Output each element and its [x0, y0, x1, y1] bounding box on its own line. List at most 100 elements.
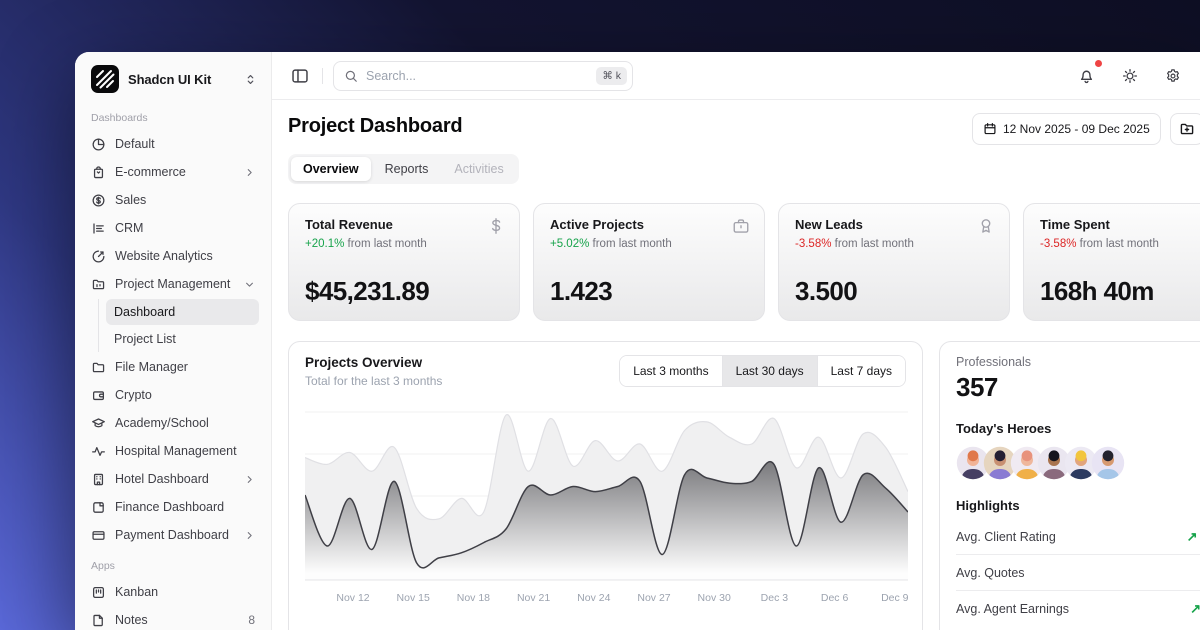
sidebar-item-default[interactable]: Default: [83, 130, 263, 158]
kpi-card-active-projects: Active Projects+5.02% from last month1.4…: [533, 203, 765, 321]
svg-text:Dec 3: Dec 3: [761, 592, 789, 604]
search-icon: [344, 69, 358, 83]
chevrons-up-down-icon: [244, 73, 257, 86]
topbar-divider: [322, 68, 323, 84]
sidebar-item-notes[interactable]: Notes8: [83, 606, 263, 630]
svg-text:Nov 27: Nov 27: [637, 592, 670, 604]
sidebar-item-label: Project Management: [115, 277, 230, 291]
dollar-circle-icon: [91, 193, 106, 208]
app-window: Shadcn UI Kit DashboardsDefaultE-commerc…: [75, 52, 1200, 630]
projects-overview-card: Projects Overview Total for the last 3 m…: [288, 341, 923, 630]
date-range-button[interactable]: 12 Nov 2025 - 09 Dec 2025: [972, 113, 1161, 145]
note-icon: [91, 613, 106, 628]
award-icon: [977, 217, 995, 235]
chevron-right-icon: [244, 474, 255, 485]
sidebar-item-crm[interactable]: CRM: [83, 214, 263, 242]
export-button[interactable]: [1170, 113, 1200, 145]
sidebar-item-e-commerce[interactable]: E-commerce: [83, 158, 263, 186]
svg-text:Nov 18: Nov 18: [457, 592, 490, 604]
chart-title: Projects Overview: [305, 355, 442, 370]
sidebar-subitem-project-list[interactable]: Project List: [106, 326, 259, 352]
sidebar-subtree: DashboardProject List: [98, 299, 259, 352]
bell-icon: [1078, 67, 1095, 84]
sidebar-item-label: Website Analytics: [115, 249, 213, 263]
sidebar-subitem-dashboard[interactable]: Dashboard: [106, 299, 259, 325]
gear-icon: [1165, 68, 1181, 84]
sidebar-item-crypto[interactable]: Crypto: [83, 381, 263, 409]
sidebar: Shadcn UI Kit DashboardsDefaultE-commerc…: [75, 52, 272, 630]
svg-text:Dec 9: Dec 9: [881, 592, 908, 604]
kanban-icon: [91, 585, 106, 600]
sidebar-item-finance-dashboard[interactable]: Finance Dashboard: [83, 493, 263, 521]
highlights-list: Avg. Client Rating↗7.Avg. Quotes↘Avg. Ag…: [956, 519, 1200, 626]
range-button-last-3-months[interactable]: Last 3 months: [620, 356, 721, 386]
notifications-button[interactable]: [1075, 64, 1098, 87]
sidebar-item-label: Notes: [115, 613, 148, 627]
sidebar-item-hospital-management[interactable]: Hospital Management: [83, 437, 263, 465]
search-icon: [344, 69, 358, 83]
sidebar-toggle-button[interactable]: [288, 64, 312, 88]
sidebar-item-label: Default: [115, 137, 155, 151]
sidebar-item-label: Sales: [115, 193, 146, 207]
heroes-avatars: [956, 446, 1200, 480]
team-card: Professionals 357 Today's Heroes Highlig…: [939, 341, 1200, 630]
pie-chart-icon: [91, 137, 106, 152]
hero-avatar: [1091, 446, 1125, 480]
sidebar-item-payment-dashboard[interactable]: Payment Dashboard: [83, 521, 263, 549]
sidebar-item-file-manager[interactable]: File Manager: [83, 353, 263, 381]
kpi-value: 1.423: [550, 276, 612, 307]
theme-toggle-button[interactable]: [1119, 65, 1141, 87]
highlight-label: Avg. Agent Earnings: [956, 602, 1069, 616]
sidebar-item-label: Hotel Dashboard: [115, 472, 209, 486]
kpi-value: 3.500: [795, 276, 857, 307]
tab-activities[interactable]: Activities: [442, 157, 515, 181]
svg-text:Nov 24: Nov 24: [577, 592, 610, 604]
page-content: Project Dashboard 12 Nov 2025 - 09 Dec 2…: [272, 100, 1200, 630]
search-placeholder: Search...: [366, 69, 588, 83]
professionals-label: Professionals: [956, 355, 1200, 369]
svg-text:Nov 15: Nov 15: [397, 592, 430, 604]
highlights-title: Highlights: [956, 498, 1200, 513]
range-button-last-30-days[interactable]: Last 30 days: [722, 356, 817, 386]
brand-logo-icon: [91, 65, 119, 93]
tab-overview[interactable]: Overview: [291, 157, 371, 181]
calendar-icon: [983, 122, 997, 136]
kpi-delta: +20.1% from last month: [305, 238, 503, 250]
sidebar-item-kanban[interactable]: Kanban: [83, 578, 263, 606]
sidebar-item-label: Kanban: [115, 585, 158, 599]
activity-icon: [91, 444, 106, 459]
kpi-title: Total Revenue: [305, 217, 503, 232]
kpi-delta: +5.02% from last month: [550, 238, 748, 250]
chevron-right-icon: [244, 167, 255, 178]
search-input[interactable]: Search... ⌘ k: [333, 61, 633, 91]
sidebar-item-hotel-dashboard[interactable]: Hotel Dashboard: [83, 465, 263, 493]
heroes-title: Today's Heroes: [956, 421, 1200, 436]
sidebar-item-label: Hospital Management: [115, 444, 237, 458]
sidebar-item-label: CRM: [115, 221, 143, 235]
sidebar-item-project-management[interactable]: Project Management: [83, 270, 263, 298]
bottom-row: Projects Overview Total for the last 3 m…: [288, 341, 1200, 630]
projects-overview-chart: Nov 12Nov 15Nov 18Nov 21Nov 24Nov 27Nov …: [305, 402, 908, 610]
kpi-delta: -3.58% from last month: [795, 238, 993, 250]
graduation-cap-icon: [91, 416, 106, 431]
sidebar-item-academy-school[interactable]: Academy/School: [83, 409, 263, 437]
tab-reports[interactable]: Reports: [373, 157, 441, 181]
highlight-value: ↗$: [1190, 601, 1200, 617]
notification-dot: [1095, 60, 1102, 67]
settings-button[interactable]: [1162, 65, 1184, 87]
sidebar-item-website-analytics[interactable]: Website Analytics: [83, 242, 263, 270]
building-icon: [91, 472, 106, 487]
sidebar-item-sales[interactable]: Sales: [83, 186, 263, 214]
kpi-title: New Leads: [795, 217, 993, 232]
finance-file-icon: [91, 500, 106, 515]
kpi-card-total-revenue: Total Revenue+20.1% from last month$45,2…: [288, 203, 520, 321]
topbar-actions: [1075, 64, 1184, 87]
highlight-label: Avg. Quotes: [956, 566, 1025, 580]
range-button-last-7-days[interactable]: Last 7 days: [817, 356, 905, 386]
desktop-background: Shadcn UI Kit DashboardsDefaultE-commerc…: [0, 0, 1200, 630]
brand-name: Shadcn UI Kit: [128, 72, 211, 87]
chart-titles: Projects Overview Total for the last 3 m…: [305, 355, 442, 388]
folder-plus-icon: [1179, 121, 1195, 137]
folder-plus-icon: [1179, 121, 1195, 137]
workspace-switcher[interactable]: Shadcn UI Kit: [75, 52, 271, 99]
